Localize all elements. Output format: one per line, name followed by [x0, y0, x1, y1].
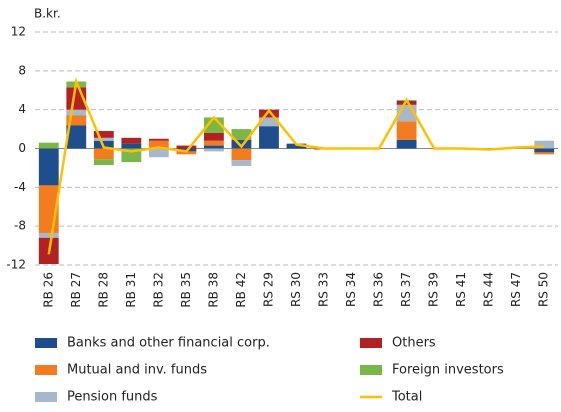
legend-label: Pension funds [67, 390, 158, 405]
bar-segment [148, 140, 169, 149]
x-tick-label: RB 35 [179, 272, 193, 308]
bar-segment [148, 138, 169, 141]
bar-segment [231, 139, 252, 149]
legend-swatch [35, 365, 57, 375]
bar-segment [176, 145, 197, 149]
bar-segment [534, 140, 555, 149]
y-axis-label: B.kr. [34, 7, 61, 21]
y-tick-label: 8 [18, 63, 26, 77]
y-tick-label: -8 [14, 219, 26, 233]
legend-swatch [360, 365, 382, 375]
x-tick-label: RB 27 [69, 272, 83, 308]
y-tick-label: -12 [6, 258, 26, 272]
bar-segment [204, 132, 224, 141]
bar-segment [38, 232, 59, 238]
legend-label: Others [392, 336, 436, 351]
bar-segment [259, 117, 279, 127]
bar-segment [121, 137, 142, 144]
bar-segment [66, 109, 87, 116]
bar-segment [534, 148, 555, 153]
bar-segment [204, 148, 224, 152]
bar-segment [66, 115, 87, 126]
y-tick-label: 12 [11, 25, 26, 39]
x-tick-label: RS 44 [482, 272, 496, 307]
bar-segment [66, 125, 87, 149]
x-tick-label: RS 34 [344, 272, 358, 307]
bar-segment [38, 142, 59, 149]
bar-segment [93, 159, 114, 166]
x-tick-label: RS 30 [289, 272, 303, 307]
total-line [47, 76, 545, 255]
bar-segment [231, 129, 252, 140]
x-tick-label: RB 42 [234, 272, 248, 308]
bar-segment [93, 148, 114, 160]
bar-segment [231, 160, 252, 166]
bar-segment [176, 151, 197, 155]
x-tick-label: RB 32 [151, 272, 165, 308]
bar-segment [396, 139, 417, 149]
x-tick-label: RS 41 [454, 272, 468, 307]
legend-label: Mutual and inv. funds [67, 363, 207, 378]
bar-segment [93, 131, 114, 138]
x-tick-label: RS 37 [399, 272, 413, 307]
legend-label: Total [391, 390, 422, 405]
legend-swatch [35, 392, 57, 402]
bar-segment [204, 145, 224, 149]
x-tick-label: RB 38 [206, 272, 220, 308]
legend-label: Banks and other financial corp. [67, 336, 270, 351]
x-tick-label: RB 26 [41, 272, 55, 308]
bar-segment [93, 137, 114, 141]
x-tick-label: RS 39 [427, 272, 441, 307]
y-tick-label: 0 [18, 141, 26, 155]
x-tick-label: RS 50 [537, 272, 551, 307]
bar-segment [148, 148, 169, 158]
x-tick-label: RS 47 [509, 272, 523, 307]
x-tick-label: RB 31 [124, 272, 138, 308]
bar-segment [534, 152, 555, 155]
x-tick-label: RS 29 [261, 272, 275, 307]
y-tick-label: -4 [14, 180, 26, 194]
y-tick-label: 4 [18, 102, 26, 116]
bar-segment [121, 143, 142, 149]
bar-segment [259, 109, 279, 118]
legend-label: Foreign investors [392, 363, 504, 378]
bar-segment [396, 100, 417, 105]
x-tick-label: RS 36 [372, 272, 386, 307]
bar-segment [396, 121, 417, 140]
x-tick-label: RB 28 [96, 272, 110, 308]
bar-segment [204, 140, 224, 146]
bar-segment [259, 126, 279, 149]
bar-segment [231, 148, 252, 161]
legend-swatch [35, 338, 57, 348]
x-tick-label: RS 33 [317, 272, 331, 307]
bar-segment [38, 148, 59, 186]
legend-swatch [360, 338, 382, 348]
bar-segment [286, 143, 307, 149]
